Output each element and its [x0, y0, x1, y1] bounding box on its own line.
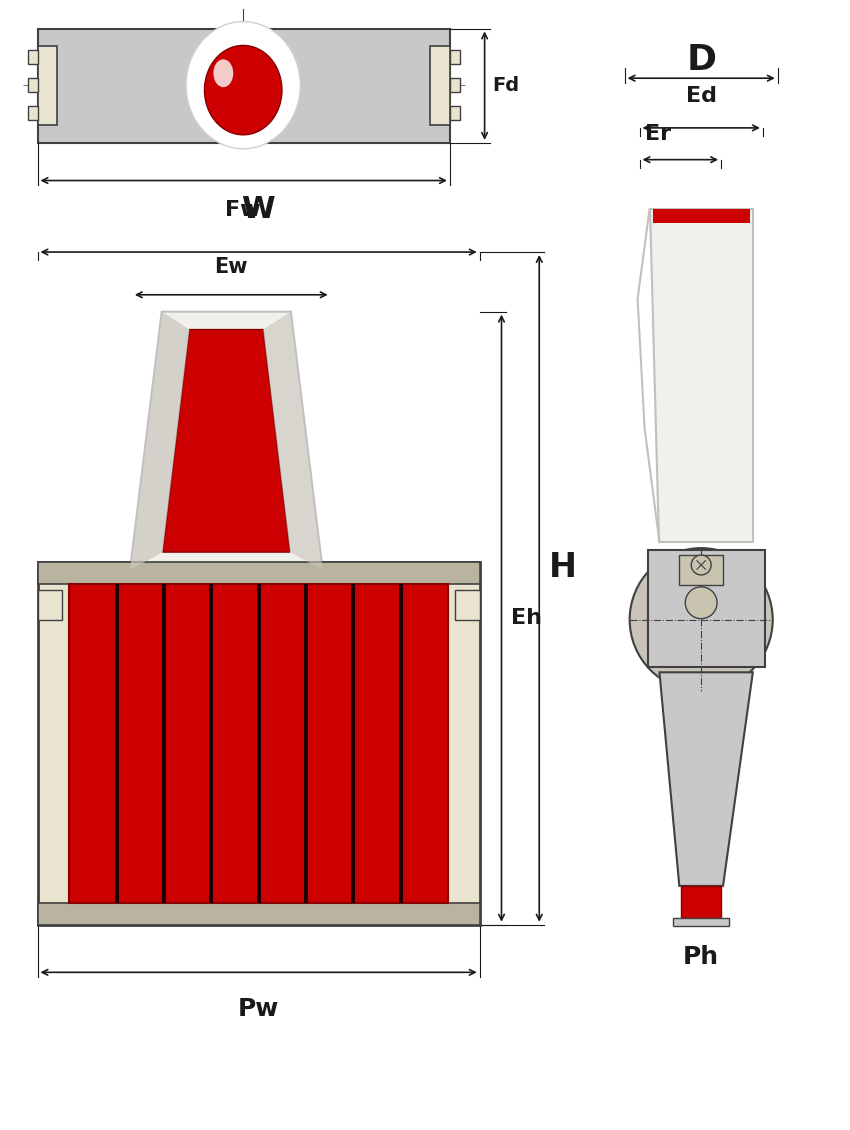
Text: Ph: Ph [683, 946, 719, 970]
Text: Eh: Eh [512, 608, 542, 627]
Polygon shape [162, 330, 290, 553]
Polygon shape [27, 106, 37, 120]
Text: Fd: Fd [492, 76, 519, 95]
Ellipse shape [213, 60, 233, 87]
Polygon shape [130, 312, 190, 570]
Polygon shape [648, 550, 765, 668]
Polygon shape [450, 78, 460, 93]
Text: Ew: Ew [214, 257, 248, 277]
Polygon shape [660, 672, 753, 886]
Polygon shape [37, 590, 62, 619]
Ellipse shape [205, 45, 282, 134]
Text: Fw: Fw [225, 200, 261, 220]
Polygon shape [399, 584, 403, 903]
Polygon shape [682, 886, 721, 918]
Polygon shape [257, 584, 261, 903]
Polygon shape [450, 106, 460, 120]
Circle shape [685, 586, 717, 618]
Polygon shape [263, 312, 323, 570]
Polygon shape [162, 584, 166, 903]
Polygon shape [37, 562, 479, 924]
Polygon shape [27, 51, 37, 64]
Polygon shape [130, 312, 323, 570]
Polygon shape [37, 46, 58, 125]
Text: W: W [241, 195, 275, 224]
Polygon shape [304, 584, 308, 903]
Polygon shape [115, 584, 119, 903]
Text: H: H [549, 551, 577, 584]
Polygon shape [450, 51, 460, 64]
Polygon shape [430, 46, 450, 125]
Polygon shape [70, 584, 448, 903]
Polygon shape [209, 584, 213, 903]
Polygon shape [455, 590, 479, 619]
Text: Ed: Ed [686, 86, 717, 106]
Polygon shape [37, 903, 479, 924]
Circle shape [691, 555, 711, 575]
Polygon shape [653, 209, 750, 224]
Ellipse shape [186, 21, 300, 149]
Polygon shape [351, 584, 355, 903]
Polygon shape [37, 28, 450, 142]
Polygon shape [27, 78, 37, 93]
Polygon shape [649, 209, 753, 542]
Polygon shape [679, 555, 723, 585]
Circle shape [630, 548, 773, 692]
Text: Pw: Pw [237, 997, 279, 1022]
Polygon shape [673, 918, 729, 925]
Text: D: D [686, 43, 717, 78]
Text: Er: Er [644, 124, 671, 144]
Polygon shape [37, 562, 479, 584]
